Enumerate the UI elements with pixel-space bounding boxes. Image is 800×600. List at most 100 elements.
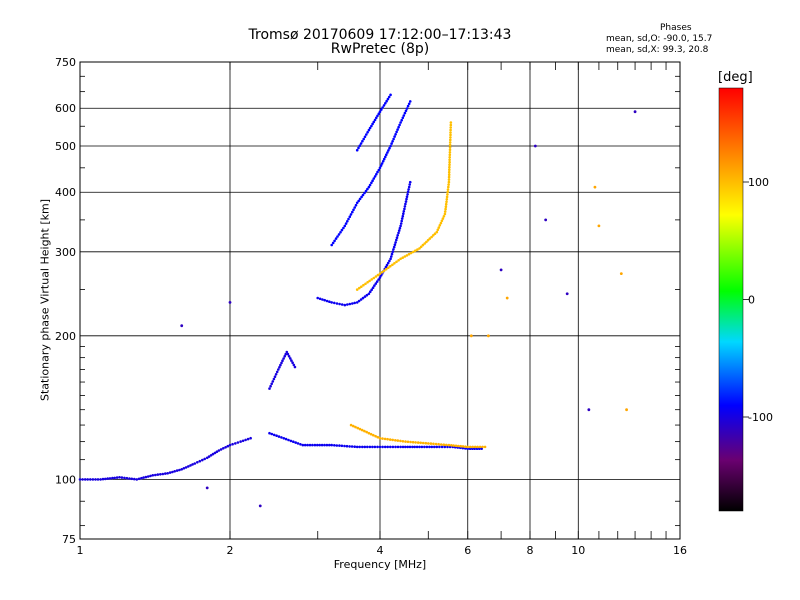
data-point — [372, 276, 376, 280]
data-point — [353, 445, 357, 449]
data-point — [483, 445, 487, 449]
data-point — [115, 476, 119, 479]
data-point — [118, 476, 121, 479]
data-point — [449, 128, 452, 132]
data-point — [351, 302, 354, 305]
data-point — [352, 424, 355, 428]
data-point — [96, 478, 100, 481]
data-point — [408, 183, 412, 186]
data-point — [446, 445, 449, 449]
data-point — [358, 144, 362, 147]
data-point — [448, 143, 452, 147]
data-point — [323, 298, 327, 302]
data-point — [432, 234, 435, 237]
data-point — [461, 445, 465, 448]
data-point — [448, 151, 452, 154]
data-point — [368, 279, 371, 283]
data-point — [173, 470, 176, 473]
data-point — [382, 104, 386, 107]
colorbar-unit-label: [deg] — [718, 70, 753, 85]
data-point — [362, 283, 365, 287]
data-point — [473, 445, 477, 449]
data-point — [387, 95, 391, 99]
data-point — [383, 437, 387, 441]
data-point — [471, 445, 475, 449]
data-point — [423, 242, 427, 245]
data-point — [386, 97, 390, 101]
data-point — [445, 195, 449, 199]
data-point — [358, 197, 362, 201]
data-point — [343, 224, 347, 228]
data-point — [282, 357, 285, 360]
data-point — [469, 334, 473, 338]
stats-x-mode: mean, sd,X: 99.3, 20.8 — [606, 45, 709, 55]
data-point — [436, 228, 440, 232]
data-point — [130, 477, 134, 481]
data-point — [355, 445, 359, 449]
data-point — [356, 426, 360, 430]
y-tick-label: 200 — [55, 330, 76, 343]
data-point — [395, 260, 398, 264]
data-point — [394, 439, 397, 442]
data-point — [406, 193, 409, 196]
data-point — [125, 476, 129, 480]
data-point — [151, 474, 155, 477]
data-point — [411, 445, 414, 449]
data-point — [81, 478, 84, 481]
data-point — [447, 185, 450, 189]
data-point — [363, 191, 366, 195]
data-point — [387, 149, 390, 152]
data-point — [144, 475, 148, 479]
data-point — [338, 444, 341, 447]
data-point — [384, 267, 388, 271]
data-point — [437, 226, 441, 229]
data-point — [391, 445, 395, 449]
data-point — [405, 107, 409, 110]
data-point — [277, 368, 280, 371]
data-point — [284, 352, 288, 356]
data-point — [368, 445, 372, 449]
data-point — [273, 375, 277, 379]
data-point — [367, 128, 371, 132]
data-point — [449, 123, 453, 127]
data-point — [282, 437, 286, 440]
data-point — [445, 200, 448, 204]
data-point — [234, 442, 237, 445]
data-point — [333, 239, 336, 243]
data-point — [383, 445, 387, 449]
data-point — [373, 118, 377, 122]
data-point — [187, 465, 190, 468]
data-point — [433, 445, 436, 449]
data-point — [228, 443, 232, 447]
data-point — [415, 445, 419, 449]
data-point — [385, 99, 388, 103]
data-point — [365, 430, 369, 434]
data-point — [191, 463, 194, 466]
data-point — [357, 199, 361, 203]
data-point — [345, 444, 349, 448]
data-point — [316, 443, 319, 447]
data-point — [446, 188, 450, 191]
data-point — [433, 232, 437, 235]
data-point — [268, 431, 271, 435]
data-point — [308, 443, 312, 447]
data-point — [347, 217, 350, 221]
data-point — [91, 478, 95, 481]
data-point — [387, 266, 390, 270]
data-point — [209, 454, 213, 457]
data-point — [211, 452, 215, 456]
data-point — [86, 478, 89, 481]
data-point — [367, 292, 371, 296]
data-point — [99, 478, 102, 481]
data-point — [369, 432, 373, 436]
data-point — [290, 359, 293, 362]
data-point — [201, 458, 204, 462]
data-point — [366, 131, 369, 134]
data-point — [328, 443, 331, 447]
data-point — [178, 468, 181, 472]
y-tick-label: 100 — [55, 473, 76, 486]
data-point — [407, 188, 410, 191]
data-point — [336, 235, 339, 238]
data-point — [377, 168, 381, 172]
data-point — [428, 445, 431, 449]
